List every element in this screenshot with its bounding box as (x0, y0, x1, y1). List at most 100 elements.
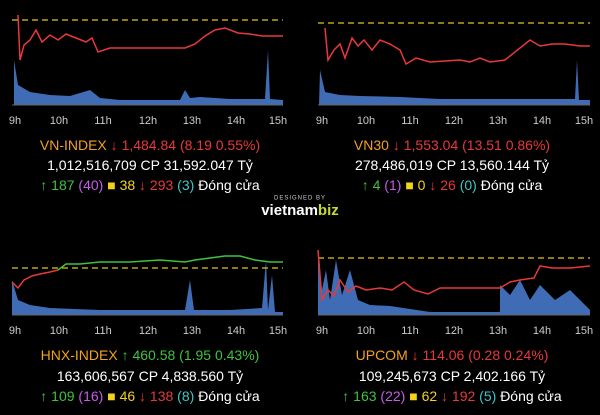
square: ■ (405, 177, 413, 193)
summary-hnx-index: HNX-INDEX ↑ 460.58 (1.95 0.43%) 163,606,… (40, 347, 260, 404)
volume: 163,606,567 (57, 368, 135, 384)
unchanged: 46 (120, 388, 136, 404)
value: 2,402.166 (464, 368, 526, 384)
arrow: ↓ (139, 388, 146, 404)
index-name: VN30 (354, 137, 389, 153)
value-unit: Tỷ (237, 157, 253, 173)
time-label: 11h (94, 325, 112, 337)
arrow: ↑ (362, 177, 369, 193)
time-axis: 9h 10h 11h 12h 13h 14h 15h 9h 10h 11h 12… (9, 115, 593, 337)
time-label: 12h (445, 325, 463, 337)
time-label: 10h (357, 115, 375, 127)
ceiling: (1) (384, 177, 401, 193)
arrow: ↓ (393, 137, 400, 153)
volume-unit: CP (139, 368, 158, 384)
price: 114.06 (423, 347, 465, 363)
index-line: VN-INDEX ↓ 1,484.84 (8.19 0.55%) (40, 137, 260, 153)
change: (1.95 0.43%) (179, 347, 259, 363)
floor: (0) (460, 177, 477, 193)
status: Đóng cửa (198, 177, 260, 193)
time-label: 9h (9, 115, 21, 127)
index-name: HNX-INDEX (41, 347, 119, 363)
volume-line: 1,012,516,709 CP 31,592.047 Tỷ (47, 157, 253, 173)
arrow: ↓ (139, 177, 146, 193)
chart-hnx-index (11, 255, 283, 316)
advances: 109 (51, 388, 75, 404)
breadth-line: ↑ 109 (16) ■ 46 ↓ 138 (8) Đóng cửa (40, 388, 260, 404)
time-label: 14h (533, 325, 551, 337)
time-label: 11h (94, 115, 112, 127)
logo-brand-accent: biz (318, 202, 339, 219)
floor: (8) (177, 388, 194, 404)
time-label: 12h (139, 325, 157, 337)
time-label: 9h (9, 325, 21, 337)
chart-upcom (317, 249, 591, 316)
summary-vn-index: VN-INDEX ↓ 1,484.84 (8.19 0.55%) 1,012,5… (40, 137, 260, 193)
time-label: 15h (269, 325, 287, 337)
volume: 1,012,516,709 (47, 157, 137, 173)
index-name: UPCOM (356, 347, 408, 363)
value: 4,838.560 (162, 368, 224, 384)
change: (13.51 0.86%) (462, 137, 550, 153)
status: Đóng cửa (198, 388, 260, 404)
time-label: 14h (227, 115, 245, 127)
volume-line: 163,606,567 CP 4,838.560 Tỷ (57, 368, 243, 384)
price: 1,553.04 (404, 137, 459, 153)
change: (0.28 0.24%) (468, 347, 548, 363)
logo-brand-main: vietnam (261, 202, 318, 219)
time-label: 11h (401, 325, 419, 337)
volume: 109,245,673 (359, 368, 437, 384)
time-label: 14h (533, 115, 551, 127)
summary-upcom: UPCOM ↓ 114.06 (0.28 0.24%) 109,245,673 … (342, 347, 562, 404)
floor: (5) (479, 388, 496, 404)
volume-line: 278,486,019 CP 13,560.144 Tỷ (355, 157, 549, 173)
arrow: ↓ (429, 177, 436, 193)
declines: 293 (150, 177, 174, 193)
time-label: 9h (316, 325, 328, 337)
time-label: 13h (489, 325, 507, 337)
unchanged: 0 (418, 177, 426, 193)
arrow: ↓ (441, 388, 448, 404)
value: 31,592.047 (164, 157, 234, 173)
advances: 187 (51, 177, 75, 193)
advances: 4 (373, 177, 381, 193)
declines: 192 (452, 388, 476, 404)
square: ■ (409, 388, 417, 404)
arrow: ↑ (40, 177, 47, 193)
volume-unit: CP (441, 368, 460, 384)
square: ■ (107, 388, 115, 404)
index-line: HNX-INDEX ↑ 460.58 (1.95 0.43%) (41, 347, 260, 363)
index-name: VN-INDEX (40, 137, 108, 153)
value: 13,560.144 (460, 157, 530, 173)
volume-unit: CP (437, 157, 456, 173)
ceiling: (40) (78, 177, 103, 193)
logo-designed-by: DESIGNED BY (274, 196, 326, 202)
index-line: UPCOM ↓ 114.06 (0.28 0.24%) (356, 347, 549, 363)
time-label: 9h (316, 115, 328, 127)
chart-vn-index (12, 14, 283, 106)
volume-unit: CP (141, 157, 160, 173)
arrow: ↑ (342, 388, 349, 404)
value-unit: Tỷ (228, 368, 244, 384)
time-label: 10h (357, 325, 375, 337)
breadth-line: ↑ 187 (40) ■ 38 ↓ 293 (3) Đóng cửa (40, 177, 260, 193)
time-label: 12h (139, 115, 157, 127)
value-unit: Tỷ (534, 157, 550, 173)
chart-vn30 (318, 22, 590, 106)
time-label: 13h (489, 115, 507, 127)
logo: DESIGNED BY vietnambiz (261, 196, 339, 219)
time-label: 15h (575, 115, 593, 127)
declines: 26 (440, 177, 456, 193)
arrow: ↑ (40, 388, 47, 404)
floor: (3) (177, 177, 194, 193)
index-line: VN30 ↓ 1,553.04 (13.51 0.86%) (354, 137, 550, 153)
volume-line: 109,245,673 CP 2,402.166 Tỷ (359, 368, 545, 384)
time-label: 13h (183, 325, 201, 337)
time-label: 10h (50, 115, 68, 127)
breadth-line: ↑ 4 (1) ■ 0 ↓ 26 (0) Đóng cửa (362, 177, 543, 193)
price: 460.58 (132, 347, 175, 363)
status: Đóng cửa (500, 388, 562, 404)
change: (8.19 0.55%) (180, 137, 260, 153)
advances: 163 (353, 388, 377, 404)
